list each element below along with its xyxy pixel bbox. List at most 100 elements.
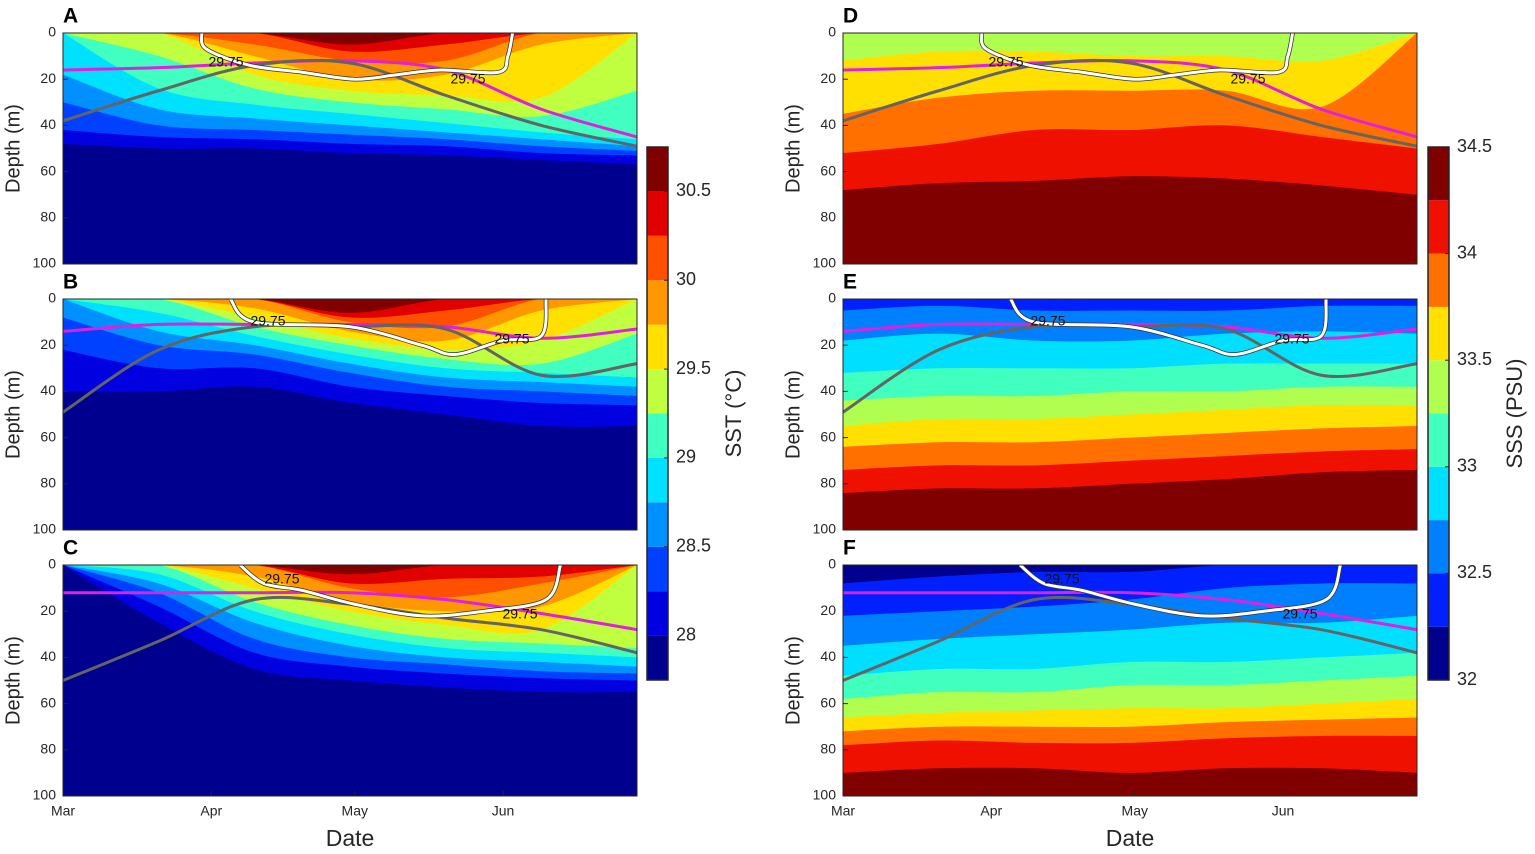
contour-band	[63, 33, 637, 45]
colorbar-tick-label: 34.5	[1457, 136, 1492, 156]
colorbar-label: SSS (PSU)	[1502, 358, 1527, 468]
y-tick-label: 60	[40, 694, 56, 710]
y-tick-label: 20	[820, 70, 836, 86]
line	[239, 565, 562, 618]
y-axis-label: Depth (m)	[782, 104, 804, 193]
line	[1009, 299, 1328, 356]
contour-band	[843, 767, 1417, 796]
colorbar-tick-label: 29.5	[676, 358, 711, 378]
y-axis-label: Depth (m)	[2, 104, 24, 193]
y-tick-label: 0	[828, 290, 836, 306]
contour-label: 29.75	[1230, 71, 1265, 87]
colorbar-tick-label: 34	[1457, 242, 1477, 262]
contour-label: 29.75	[1282, 606, 1317, 622]
y-tick-label: 100	[813, 787, 837, 803]
y-tick-label: 100	[813, 255, 837, 271]
panel-frame	[842, 564, 1418, 797]
y-tick-label: 40	[40, 382, 56, 398]
line	[1019, 565, 1342, 618]
contour-label: 29.75	[1274, 331, 1309, 347]
contour-label: 29.75	[494, 331, 529, 347]
y-axis-label: Depth (m)	[2, 636, 24, 725]
contour-band	[843, 469, 1417, 530]
colorbar-tick-label: 32.5	[1457, 562, 1492, 582]
colorbar-band	[647, 191, 668, 236]
panel	[63, 33, 637, 264]
contour-label: 29.75	[988, 54, 1023, 70]
colorbar-band	[1428, 360, 1449, 414]
y-tick-label: 100	[33, 787, 57, 803]
y-tick-label: 20	[820, 336, 836, 352]
x-axis-label: Date	[326, 825, 375, 851]
contour-label: 29.75	[208, 54, 243, 70]
panel	[843, 299, 1417, 530]
colorbar-tick-label: 33.5	[1457, 349, 1492, 369]
colorbar-band	[647, 369, 668, 414]
colorbar-frame	[646, 146, 669, 681]
colorbar-band	[1428, 147, 1449, 201]
y-tick-label: 100	[813, 521, 837, 537]
colorbar-band	[1428, 413, 1449, 467]
y-tick-label: 60	[40, 428, 56, 444]
y-tick-label: 0	[48, 24, 56, 40]
y-tick-label: 20	[40, 336, 56, 352]
panel	[63, 565, 637, 796]
colorbar-band	[1428, 306, 1449, 361]
panel-letter: A	[63, 5, 78, 28]
contour-label: 29.75	[502, 606, 537, 622]
colorbar-band	[647, 635, 668, 680]
panel-letter: B	[63, 271, 78, 294]
panel-letter: D	[843, 5, 858, 28]
contour-band	[63, 565, 637, 575]
y-tick-label: 80	[820, 475, 836, 491]
x-tick-label: Apr	[980, 803, 1002, 819]
colorbar-frame	[1427, 146, 1450, 681]
y-tick-label: 60	[820, 162, 836, 178]
y-tick-label: 40	[40, 116, 56, 132]
panel	[843, 33, 1417, 264]
line	[63, 590, 637, 632]
x-tick-label: May	[1122, 803, 1148, 819]
colorbar-band	[647, 413, 668, 458]
contour-label: 29.75	[450, 71, 485, 87]
line	[63, 58, 637, 148]
y-axis-label: Depth (m)	[2, 370, 24, 459]
colorbar-tick-label: 33	[1457, 456, 1477, 476]
colorbar-band	[647, 147, 668, 192]
contour-label: 29.75	[250, 313, 285, 329]
panel-letter: F	[843, 537, 856, 560]
line	[843, 58, 1417, 139]
line	[843, 58, 1417, 148]
colorbar-band	[647, 546, 668, 592]
colorbar-tick-label: 29	[676, 447, 696, 467]
y-tick-label: 40	[820, 382, 836, 398]
colorbar-band	[1428, 573, 1449, 627]
colorbar-tick-label: 28.5	[676, 536, 711, 556]
y-tick-label: 20	[820, 602, 836, 618]
y-tick-label: 60	[820, 428, 836, 444]
y-tick-label: 40	[820, 648, 836, 664]
colorbar-tick-label: 28	[676, 624, 696, 644]
colorbar-tick-label: 30	[676, 269, 696, 289]
x-tick-label: Jun	[492, 803, 515, 819]
colorbar-band	[1428, 626, 1449, 680]
y-tick-label: 80	[40, 475, 56, 491]
panel	[63, 299, 637, 530]
y-tick-label: 20	[40, 70, 56, 86]
panel-frame	[842, 298, 1418, 531]
panel-letter: E	[843, 271, 857, 294]
colorbar-band	[647, 235, 668, 281]
panel-frame	[62, 564, 638, 797]
x-tick-label: Mar	[831, 803, 855, 819]
y-tick-label: 40	[820, 116, 836, 132]
colorbar-band	[647, 324, 668, 370]
y-tick-label: 40	[40, 648, 56, 664]
line	[199, 33, 515, 81]
colorbar-band	[647, 457, 668, 503]
panel-letter: C	[63, 537, 78, 560]
panel-frame	[842, 32, 1418, 265]
contour-label: 29.75	[1044, 571, 1079, 587]
contour-label: 29.75	[264, 571, 299, 587]
colorbar-band	[647, 280, 668, 325]
